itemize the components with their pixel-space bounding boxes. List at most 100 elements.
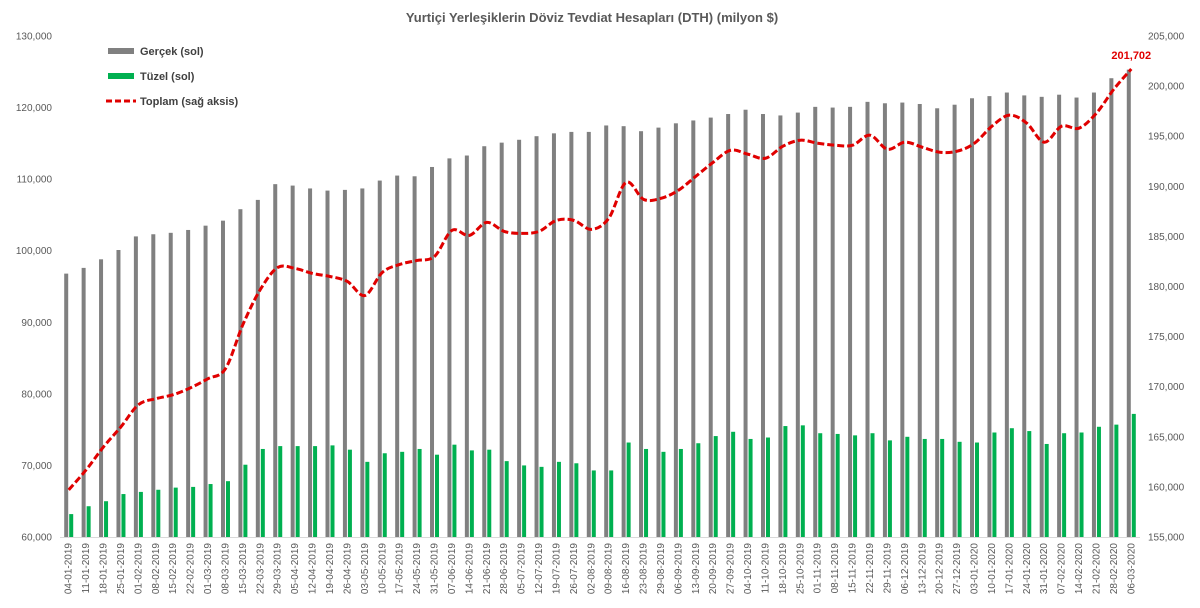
- x-axis-tick-label: 12-07-2019: [534, 543, 545, 595]
- bar-tuzel: [1009, 428, 1014, 537]
- bar-tuzel: [783, 426, 788, 537]
- bar-gercek: [430, 166, 435, 537]
- x-axis-tick-label: 06-12-2019: [900, 543, 911, 595]
- legend-swatch-gercek: [108, 48, 134, 54]
- x-axis-tick-label: 22-03-2019: [255, 543, 266, 595]
- bar-gercek: [1022, 95, 1027, 537]
- left-axis-tick-label: 130,000: [16, 32, 53, 43]
- bar-gercek: [621, 126, 626, 538]
- x-axis-tick-label: 25-10-2019: [795, 543, 806, 595]
- bar-gercek: [395, 175, 400, 538]
- bar-tuzel: [870, 433, 875, 537]
- x-axis-tick-label: 22-02-2019: [186, 543, 197, 595]
- bar-gercek: [81, 267, 86, 537]
- bar-tuzel: [347, 449, 352, 537]
- x-axis-tick-label: 14-02-2020: [1074, 543, 1085, 595]
- bar-tuzel: [522, 465, 527, 537]
- bar-tuzel: [765, 437, 770, 537]
- right-axis-tick-label: 180,000: [1148, 282, 1185, 293]
- bar-gercek: [795, 112, 800, 538]
- bar-series-group: [60, 69, 1140, 538]
- bar-tuzel: [104, 501, 109, 537]
- x-axis-tick-label: 15-03-2019: [238, 543, 249, 595]
- last-value-label: 201,702: [1111, 50, 1151, 62]
- bar-gercek: [255, 199, 260, 538]
- bar-gercek: [813, 106, 818, 537]
- x-axis-tick-label: 07-06-2019: [447, 543, 458, 595]
- left-axis-tick-label: 60,000: [21, 533, 52, 544]
- bar-gercek: [1126, 69, 1131, 537]
- bar-tuzel: [800, 425, 805, 537]
- x-axis-tick-label: 06-09-2019: [673, 543, 684, 595]
- bar-tuzel: [853, 435, 858, 537]
- bar-gercek: [586, 131, 591, 538]
- bar-gercek: [760, 114, 765, 538]
- bar-tuzel: [835, 433, 840, 537]
- bar-gercek: [186, 229, 191, 538]
- bar-gercek: [64, 273, 69, 537]
- bar-gercek: [482, 146, 487, 537]
- x-axis-tick-label: 26-04-2019: [342, 543, 353, 595]
- legend-label-tuzel: Tüzel (sol): [140, 71, 195, 83]
- bar-tuzel: [644, 448, 649, 537]
- bar-gercek: [220, 220, 225, 537]
- bar-gercek: [151, 234, 156, 537]
- x-axis-tick-label: 05-07-2019: [517, 543, 528, 595]
- bar-tuzel: [121, 494, 126, 537]
- bar-tuzel: [539, 466, 544, 537]
- bar-gercek: [499, 142, 504, 538]
- right-axis-tick-label: 190,000: [1148, 182, 1185, 193]
- x-axis-tick-label: 27-09-2019: [726, 543, 737, 595]
- bar-gercek: [656, 127, 661, 538]
- bar-gercek: [1109, 78, 1114, 537]
- right-axis-tick-label: 185,000: [1148, 232, 1185, 243]
- x-axis-tick-label: 22-11-2019: [865, 543, 876, 594]
- bar-gercek: [900, 102, 905, 537]
- bar-tuzel: [957, 441, 962, 537]
- x-axis-tick-label: 03-05-2019: [360, 543, 371, 595]
- x-axis-tick-label: 17-05-2019: [395, 543, 406, 595]
- bar-gercek: [168, 232, 173, 538]
- x-axis-tick-label: 17-01-2020: [1004, 543, 1015, 595]
- legend-swatch-tuzel: [108, 73, 134, 79]
- bar-tuzel: [1131, 413, 1136, 537]
- bar-gercek: [377, 180, 382, 537]
- bar-tuzel: [243, 464, 248, 537]
- bar-tuzel: [365, 461, 370, 537]
- x-axis-tick-label: 01-03-2019: [203, 543, 214, 595]
- x-axis-tick-label: 24-05-2019: [412, 543, 423, 595]
- x-axis-tick-label: 02-08-2019: [586, 543, 597, 595]
- bar-tuzel: [818, 433, 823, 537]
- x-axis: 04-01-2019 11-01-2019 18-01-2019 25-01-2019…: [64, 543, 1138, 595]
- bar-gercek: [673, 123, 678, 538]
- bar-tuzel: [452, 444, 457, 537]
- bar-gercek: [691, 120, 696, 537]
- x-axis-tick-label: 15-11-2019: [848, 543, 859, 594]
- left-axis-tick-label: 90,000: [21, 318, 52, 329]
- x-axis-tick-label: 13-12-2019: [917, 543, 928, 595]
- left-axis-tick-label: 100,000: [16, 246, 53, 257]
- bar-gercek: [517, 139, 522, 537]
- x-axis-tick-label: 07-02-2020: [1057, 543, 1068, 595]
- line-series-group: [67, 68, 1133, 491]
- bar-tuzel: [591, 470, 596, 537]
- bar-tuzel: [975, 442, 980, 537]
- x-axis-tick-label: 29-11-2019: [882, 543, 893, 594]
- bar-gercek: [464, 155, 469, 537]
- right-axis-tick-label: 175,000: [1148, 332, 1185, 343]
- x-axis-tick-label: 09-08-2019: [604, 543, 615, 595]
- bar-tuzel: [208, 484, 213, 537]
- bar-tuzel: [626, 442, 631, 537]
- right-axis-tick-label: 205,000: [1148, 32, 1185, 43]
- bar-tuzel: [1062, 433, 1067, 537]
- x-axis-tick-label: 11-10-2019: [760, 543, 771, 594]
- bar-gercek: [116, 249, 121, 537]
- bar-tuzel: [940, 438, 945, 537]
- bar-tuzel: [731, 431, 736, 537]
- legend-label-toplam: Toplam (sağ aksis): [140, 96, 239, 108]
- bar-tuzel: [1114, 424, 1119, 537]
- left-axis-tick-label: 110,000: [17, 175, 53, 186]
- bar-gercek: [238, 209, 243, 537]
- left-axis-tick-label: 120,000: [16, 103, 53, 114]
